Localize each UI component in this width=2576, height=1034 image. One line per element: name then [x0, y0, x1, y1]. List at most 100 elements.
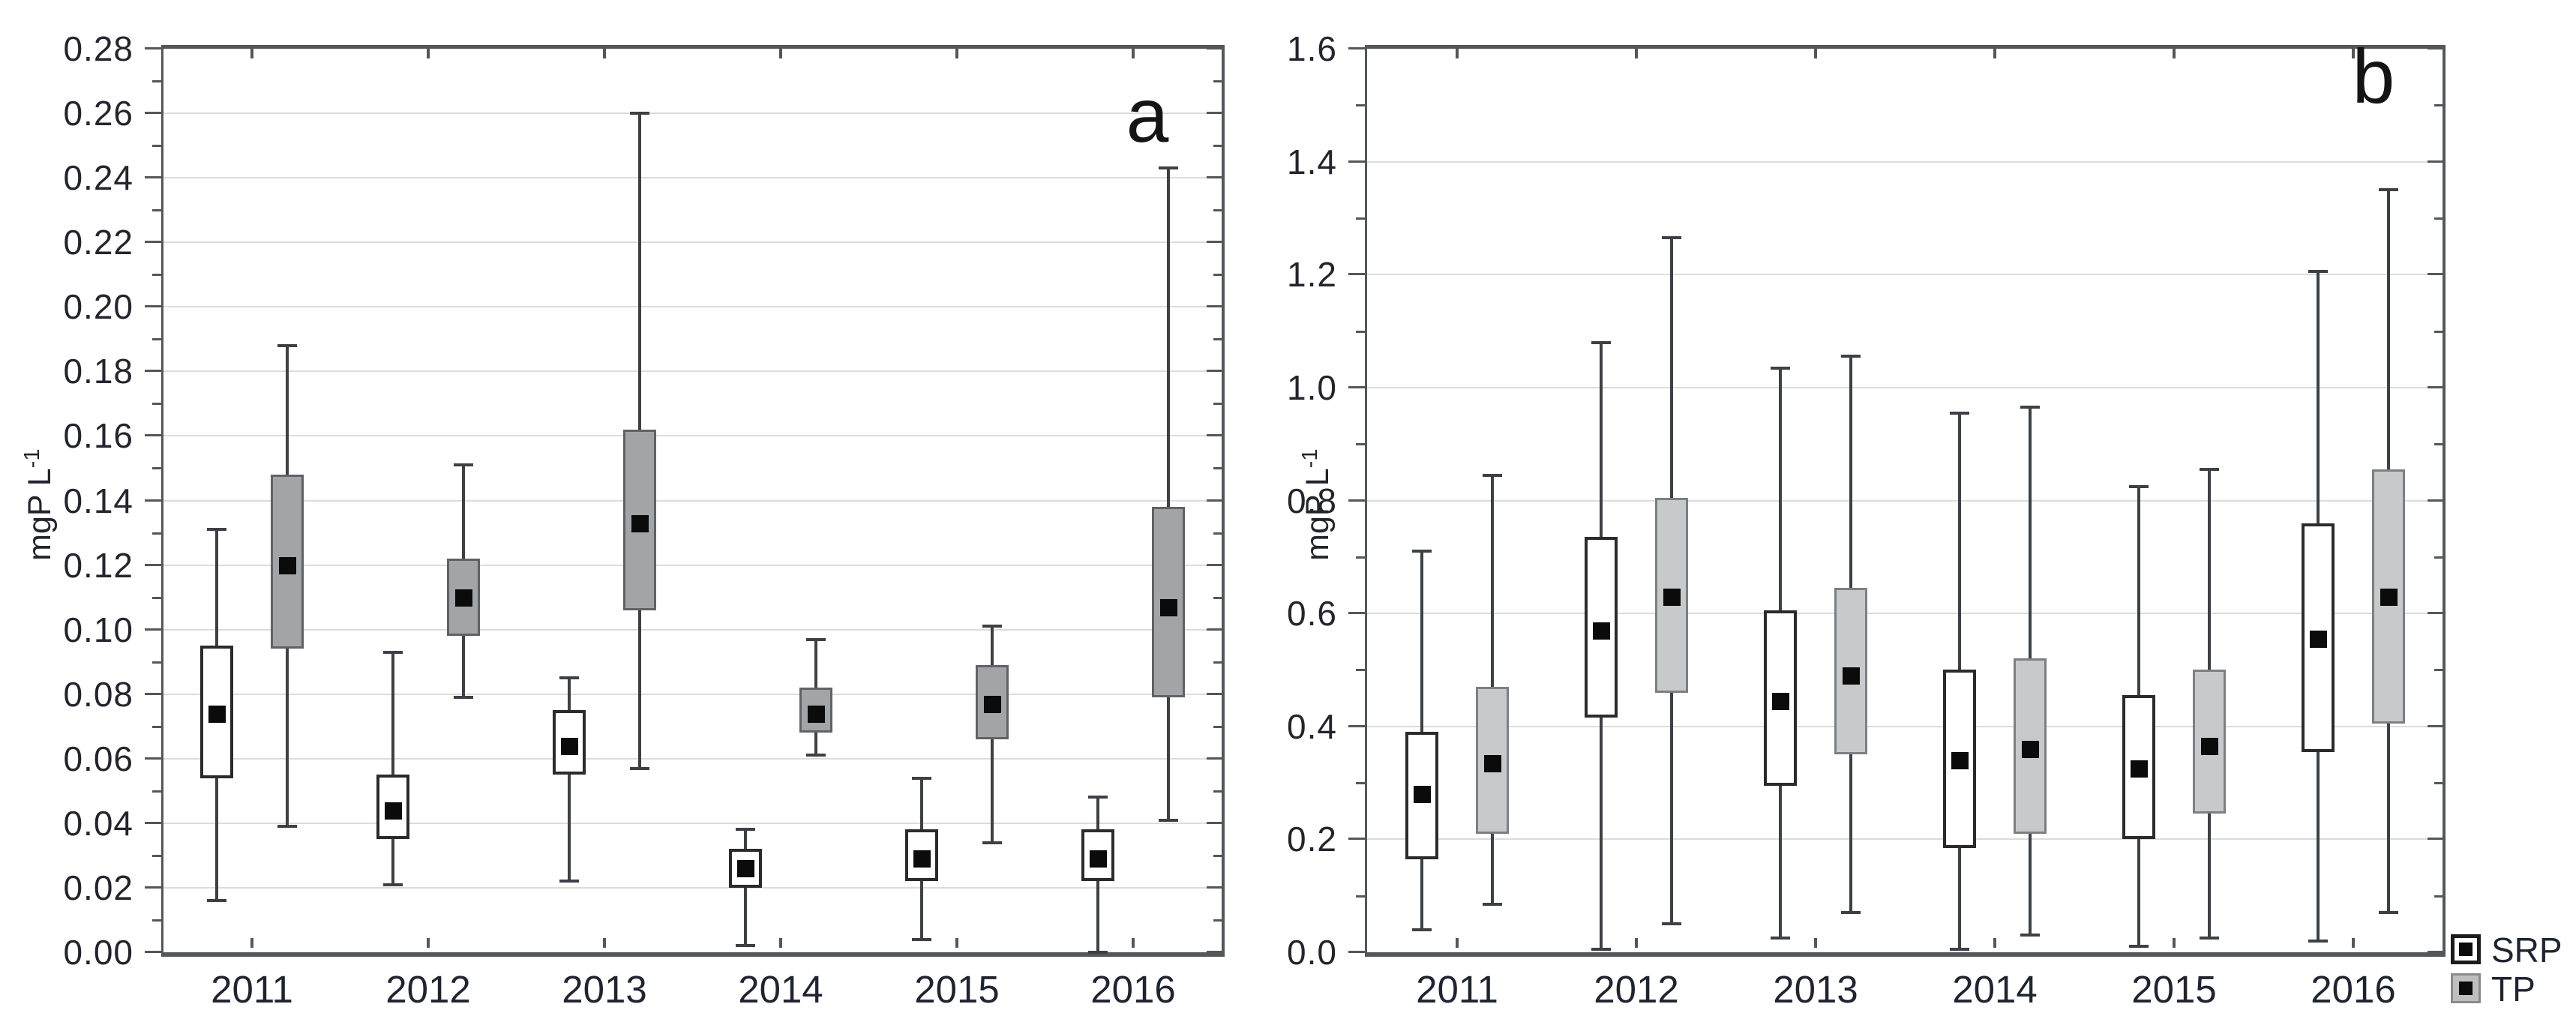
y-axis-major-tick: [1348, 273, 1365, 275]
iqr-box: [2193, 670, 2226, 814]
y-axis-minor-tick: [152, 855, 161, 857]
x-axis-top-tick: [603, 49, 606, 58]
gridline: [163, 823, 1222, 824]
y-axis-minor-tick: [1356, 443, 1365, 445]
median-marker: [1413, 785, 1431, 803]
y-axis-right-tick: [2428, 499, 2443, 502]
x-axis-top-tick: [779, 49, 782, 58]
y-axis-major-tick: [1348, 160, 1365, 163]
gridline: [163, 177, 1222, 178]
y-tick-label: 0.26: [63, 94, 133, 133]
gridline: [1367, 274, 2443, 275]
y-axis-title: mgP L-1: [1292, 392, 1336, 617]
y-axis-right-tick: [1207, 757, 1222, 760]
y-axis-minor-tick: [152, 790, 161, 793]
y-axis-major-tick: [145, 305, 161, 307]
whisker-cap-min: [912, 938, 931, 941]
whisker-cap-max: [1771, 367, 1790, 370]
y-tick-label: 1.4: [1287, 142, 1337, 181]
whisker-cap-min: [630, 767, 649, 770]
whisker-cap-min: [1662, 922, 1681, 925]
panel-letter-a: a: [1126, 73, 1169, 158]
y-axis-right-tick: [1207, 241, 1222, 243]
x-axis-bottom-tick: [427, 938, 430, 948]
x-tick-label-year: 2013: [562, 968, 647, 1011]
gridline: [163, 241, 1222, 243]
whisker-cap-min: [2379, 911, 2398, 914]
y-axis-right-tick: [1207, 564, 1222, 566]
y-axis-right-tick: [2428, 725, 2443, 727]
y-axis-right-minor-tick: [1213, 403, 1222, 405]
y-tick-label: 0.06: [63, 739, 133, 778]
median-marker: [1089, 850, 1107, 868]
median-marker: [2309, 630, 2327, 648]
y-tick-label: 0.8: [1287, 481, 1337, 520]
whisker-cap-max: [1483, 474, 1502, 477]
y-axis-right-minor-tick: [1213, 209, 1222, 211]
whisker-cap-max: [1159, 166, 1178, 169]
y-axis-major-tick: [1348, 951, 1365, 953]
y-axis-major-tick: [145, 499, 161, 502]
x-axis-bottom-tick: [2352, 938, 2355, 948]
y-axis-right-minor-tick: [2434, 217, 2443, 220]
y-axis-minor-tick: [1356, 782, 1365, 784]
y-axis-major-tick: [145, 951, 161, 953]
y-tick-label: 0.28: [63, 29, 133, 68]
gridline: [1367, 500, 2443, 502]
median-marker: [2200, 737, 2218, 755]
median-marker: [384, 802, 402, 820]
median-marker: [278, 556, 296, 574]
y-tick-label: 0.0: [1287, 933, 1337, 972]
y-tick-label: 0.2: [1287, 820, 1337, 859]
whisker-cap-min: [454, 696, 473, 699]
whisker-cap-min: [2020, 934, 2040, 937]
whisker-cap-min: [1841, 911, 1861, 914]
y-axis-right-tick: [1207, 47, 1222, 49]
y-axis-right-tick: [1207, 112, 1222, 114]
y-axis-minor-tick: [152, 80, 161, 82]
x-tick-label-year: 2016: [2311, 968, 2396, 1011]
x-tick-label-year: 2011: [211, 968, 293, 1011]
y-axis-right-minor-tick: [1213, 855, 1222, 857]
y-axis-minor-tick: [1356, 669, 1365, 671]
x-tick-label-year: 2011: [1416, 968, 1498, 1011]
x-axis-top-tick: [427, 49, 430, 58]
y-axis-major-tick: [145, 176, 161, 178]
y-tick-label: 0.10: [63, 610, 133, 649]
y-axis-right-tick: [2428, 838, 2443, 840]
x-axis-top-tick: [2352, 49, 2355, 58]
gridline: [163, 306, 1222, 307]
y-tick-label: 0.20: [63, 287, 133, 326]
x-axis-bottom-tick: [1456, 938, 1459, 948]
y-axis-minor-tick: [152, 274, 161, 276]
median-marker: [454, 589, 472, 607]
y-tick-label: 0.6: [1287, 594, 1337, 633]
x-tick-label-year: 2015: [914, 968, 1000, 1011]
whisker-cap-max: [1088, 796, 1108, 799]
median-marker: [1483, 754, 1501, 772]
whisker-cap-max: [1412, 550, 1432, 553]
whisker-cap-min: [383, 883, 403, 886]
median-marker: [1159, 598, 1177, 616]
y-axis-major-tick: [1348, 612, 1365, 614]
y-tick-label: 0.24: [63, 158, 133, 197]
whisker-cap-max: [982, 625, 1002, 628]
whisker-cap-max: [2308, 270, 2328, 273]
gridline: [163, 112, 1222, 114]
legend-median-marker: [2459, 982, 2473, 995]
whisker-cap-max: [2379, 188, 2398, 191]
y-axis-major-tick: [145, 370, 161, 372]
plot-frame: [161, 45, 1225, 957]
y-axis-minor-tick: [1356, 331, 1365, 333]
gridline: [163, 370, 1222, 372]
y-tick-label: 1.2: [1287, 255, 1337, 294]
y-axis-title-exponent: -1: [1297, 448, 1322, 469]
y-axis-right-tick: [2428, 612, 2443, 614]
gridline: [163, 435, 1222, 436]
y-axis-major-tick: [145, 757, 161, 760]
whisker-cap-max: [2200, 468, 2219, 471]
whisker-cap-min: [806, 754, 826, 757]
y-axis-major-tick: [145, 886, 161, 889]
